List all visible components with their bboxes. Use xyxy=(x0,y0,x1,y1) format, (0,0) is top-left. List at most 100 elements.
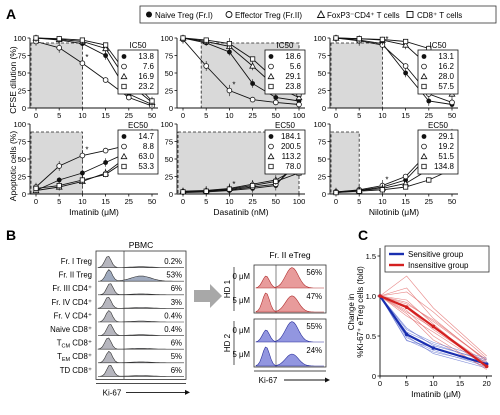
histogram-3 xyxy=(97,296,184,309)
shaded-region xyxy=(330,42,383,109)
point-naive-treg xyxy=(227,49,232,55)
x-axis-label: Dasatinib (nM) xyxy=(213,207,268,217)
box-value-foxp3: 51.5 xyxy=(438,152,454,161)
individual-red-8 xyxy=(379,275,487,357)
box-marker-foxp3 xyxy=(420,72,428,80)
y-tick-label: 0 xyxy=(22,190,26,199)
drug-0-row-1-plot: 0 25 50 75 100 0 5 10 15 25 50 * EC50 14.78.863.053.3… xyxy=(13,120,159,217)
x-tick-label: 10 xyxy=(225,111,233,120)
box-marker-cd8 xyxy=(121,163,127,170)
x-tick-label: 25 xyxy=(125,111,133,120)
box-marker-foxp3 xyxy=(120,72,128,80)
mean-point-1-0 xyxy=(378,294,382,298)
x-tick-label: 5 xyxy=(204,197,208,206)
legend-label-0: Sensitive group xyxy=(408,250,464,259)
row-label-7: TEM CD8⁺ xyxy=(57,352,92,363)
box-value-effector-treg: 16.2 xyxy=(438,62,454,71)
box-value-naive-treg: 18.6 xyxy=(285,52,301,61)
x-label-right: Ki-67 xyxy=(259,376,278,385)
dose-label-3: 5 μM xyxy=(233,350,251,359)
series-line-cd8 xyxy=(335,169,453,194)
mean-point-1-1 xyxy=(404,305,409,310)
x-tick-label: 10 xyxy=(225,197,233,206)
histogram-5 xyxy=(97,324,184,336)
box-title: EC50 xyxy=(128,121,149,130)
x-tick-label: 100 xyxy=(293,197,306,206)
y-tick-label: 75 xyxy=(165,137,173,146)
row-label-6: TCM CD8⁺ xyxy=(57,339,92,350)
point-cd8 xyxy=(333,35,339,41)
y-tick-label: 75 xyxy=(318,137,326,146)
series-line-cd8 xyxy=(182,172,300,193)
eTreg-histogram-3 xyxy=(255,346,324,367)
eTreg-pct-0: 56% xyxy=(306,268,322,277)
x-axis-label: Imatinib (μM) xyxy=(69,207,119,217)
box-value-effector-treg: 5.6 xyxy=(290,62,302,71)
y-axis-label-c-1: Change in xyxy=(347,294,356,330)
box-value-cd8: 134.8 xyxy=(434,162,455,171)
ic50-box: IC50 13.116.228.057.5 xyxy=(417,41,459,95)
drug-0-row-0-plot: 0 25 50 75 100 0 5 10 15 25 50 * IC50 13.87.616.923.2 xyxy=(13,34,159,120)
donor-label-0: HD 1 xyxy=(223,279,232,298)
x-tick-label: 0 xyxy=(34,111,38,120)
panel-label-a: A xyxy=(6,6,16,22)
shaded-region xyxy=(330,131,360,195)
y-tick-label: 0 xyxy=(169,190,173,199)
point-cd8 xyxy=(79,177,85,183)
y-tick-label: 50 xyxy=(318,69,326,78)
point-cd8 xyxy=(379,36,386,43)
x-tick-label: 15 xyxy=(101,197,109,206)
point-cd8 xyxy=(249,56,256,62)
box-value-foxp3: 28.0 xyxy=(438,72,454,81)
x-tick-label: 5 xyxy=(357,197,361,206)
row-pct-1: 53% xyxy=(166,271,182,280)
y-tick-label: 25 xyxy=(18,86,26,95)
box-marker-effector-treg xyxy=(268,143,274,150)
x-tick-label-c: 0 xyxy=(378,379,382,388)
box-marker-cd8 xyxy=(268,163,274,170)
box-value-foxp3: 113.2 xyxy=(282,152,302,161)
point-naive-treg xyxy=(426,98,432,104)
box-marker-effector-treg xyxy=(121,143,127,150)
point-effector-treg xyxy=(249,96,256,103)
panel-label-c: C xyxy=(358,227,368,243)
point-cd8 xyxy=(56,36,62,42)
individual-red-4 xyxy=(379,291,487,359)
point-cd8 xyxy=(249,182,256,189)
point-cd8 xyxy=(79,37,85,43)
point-cd8 xyxy=(103,42,109,48)
ic50-box: IC50 13.87.616.923.2 xyxy=(117,41,159,95)
point-effector-treg xyxy=(56,163,62,169)
eTreg-pct-2: 55% xyxy=(306,322,322,331)
x-tick-label: 50 xyxy=(272,111,280,120)
box-value-effector-treg: 7.6 xyxy=(143,62,155,71)
box-title: IC50 xyxy=(277,41,294,50)
dose-label-2: 0 μM xyxy=(233,326,251,335)
x-tick-label: 10 xyxy=(378,197,386,206)
point-effector-treg xyxy=(402,173,409,180)
box-marker-cd8 xyxy=(421,83,427,90)
point-effector-treg xyxy=(449,99,455,106)
point-cd8 xyxy=(226,186,232,192)
y-tick-label: 0 xyxy=(322,104,326,113)
x-axis-label-c: Imatinib (μM) xyxy=(411,389,461,399)
y-tick-label-c: 1.5 xyxy=(366,252,376,261)
point-cd8 xyxy=(203,37,209,43)
individual-red-5 xyxy=(379,287,487,362)
point-foxp3 xyxy=(249,62,257,69)
significance-star: * xyxy=(85,53,88,62)
x-tick-label: 5 xyxy=(57,197,61,206)
x-tick-label-c: 10 xyxy=(429,379,437,388)
box-value-cd8: 23.2 xyxy=(138,82,154,91)
box-marker-naive-treg xyxy=(121,134,127,139)
point-cd8 xyxy=(56,182,62,189)
mean-point-1-2 xyxy=(431,324,436,329)
point-cd8 xyxy=(180,35,186,41)
x-tick-label: 5 xyxy=(357,111,361,120)
box-value-foxp3: 63.0 xyxy=(138,152,154,161)
row-label-2: Fr. III CD4⁺ xyxy=(52,284,92,293)
x-tick-label: 10 xyxy=(78,197,86,206)
box-value-effector-treg: 200.5 xyxy=(281,142,302,151)
